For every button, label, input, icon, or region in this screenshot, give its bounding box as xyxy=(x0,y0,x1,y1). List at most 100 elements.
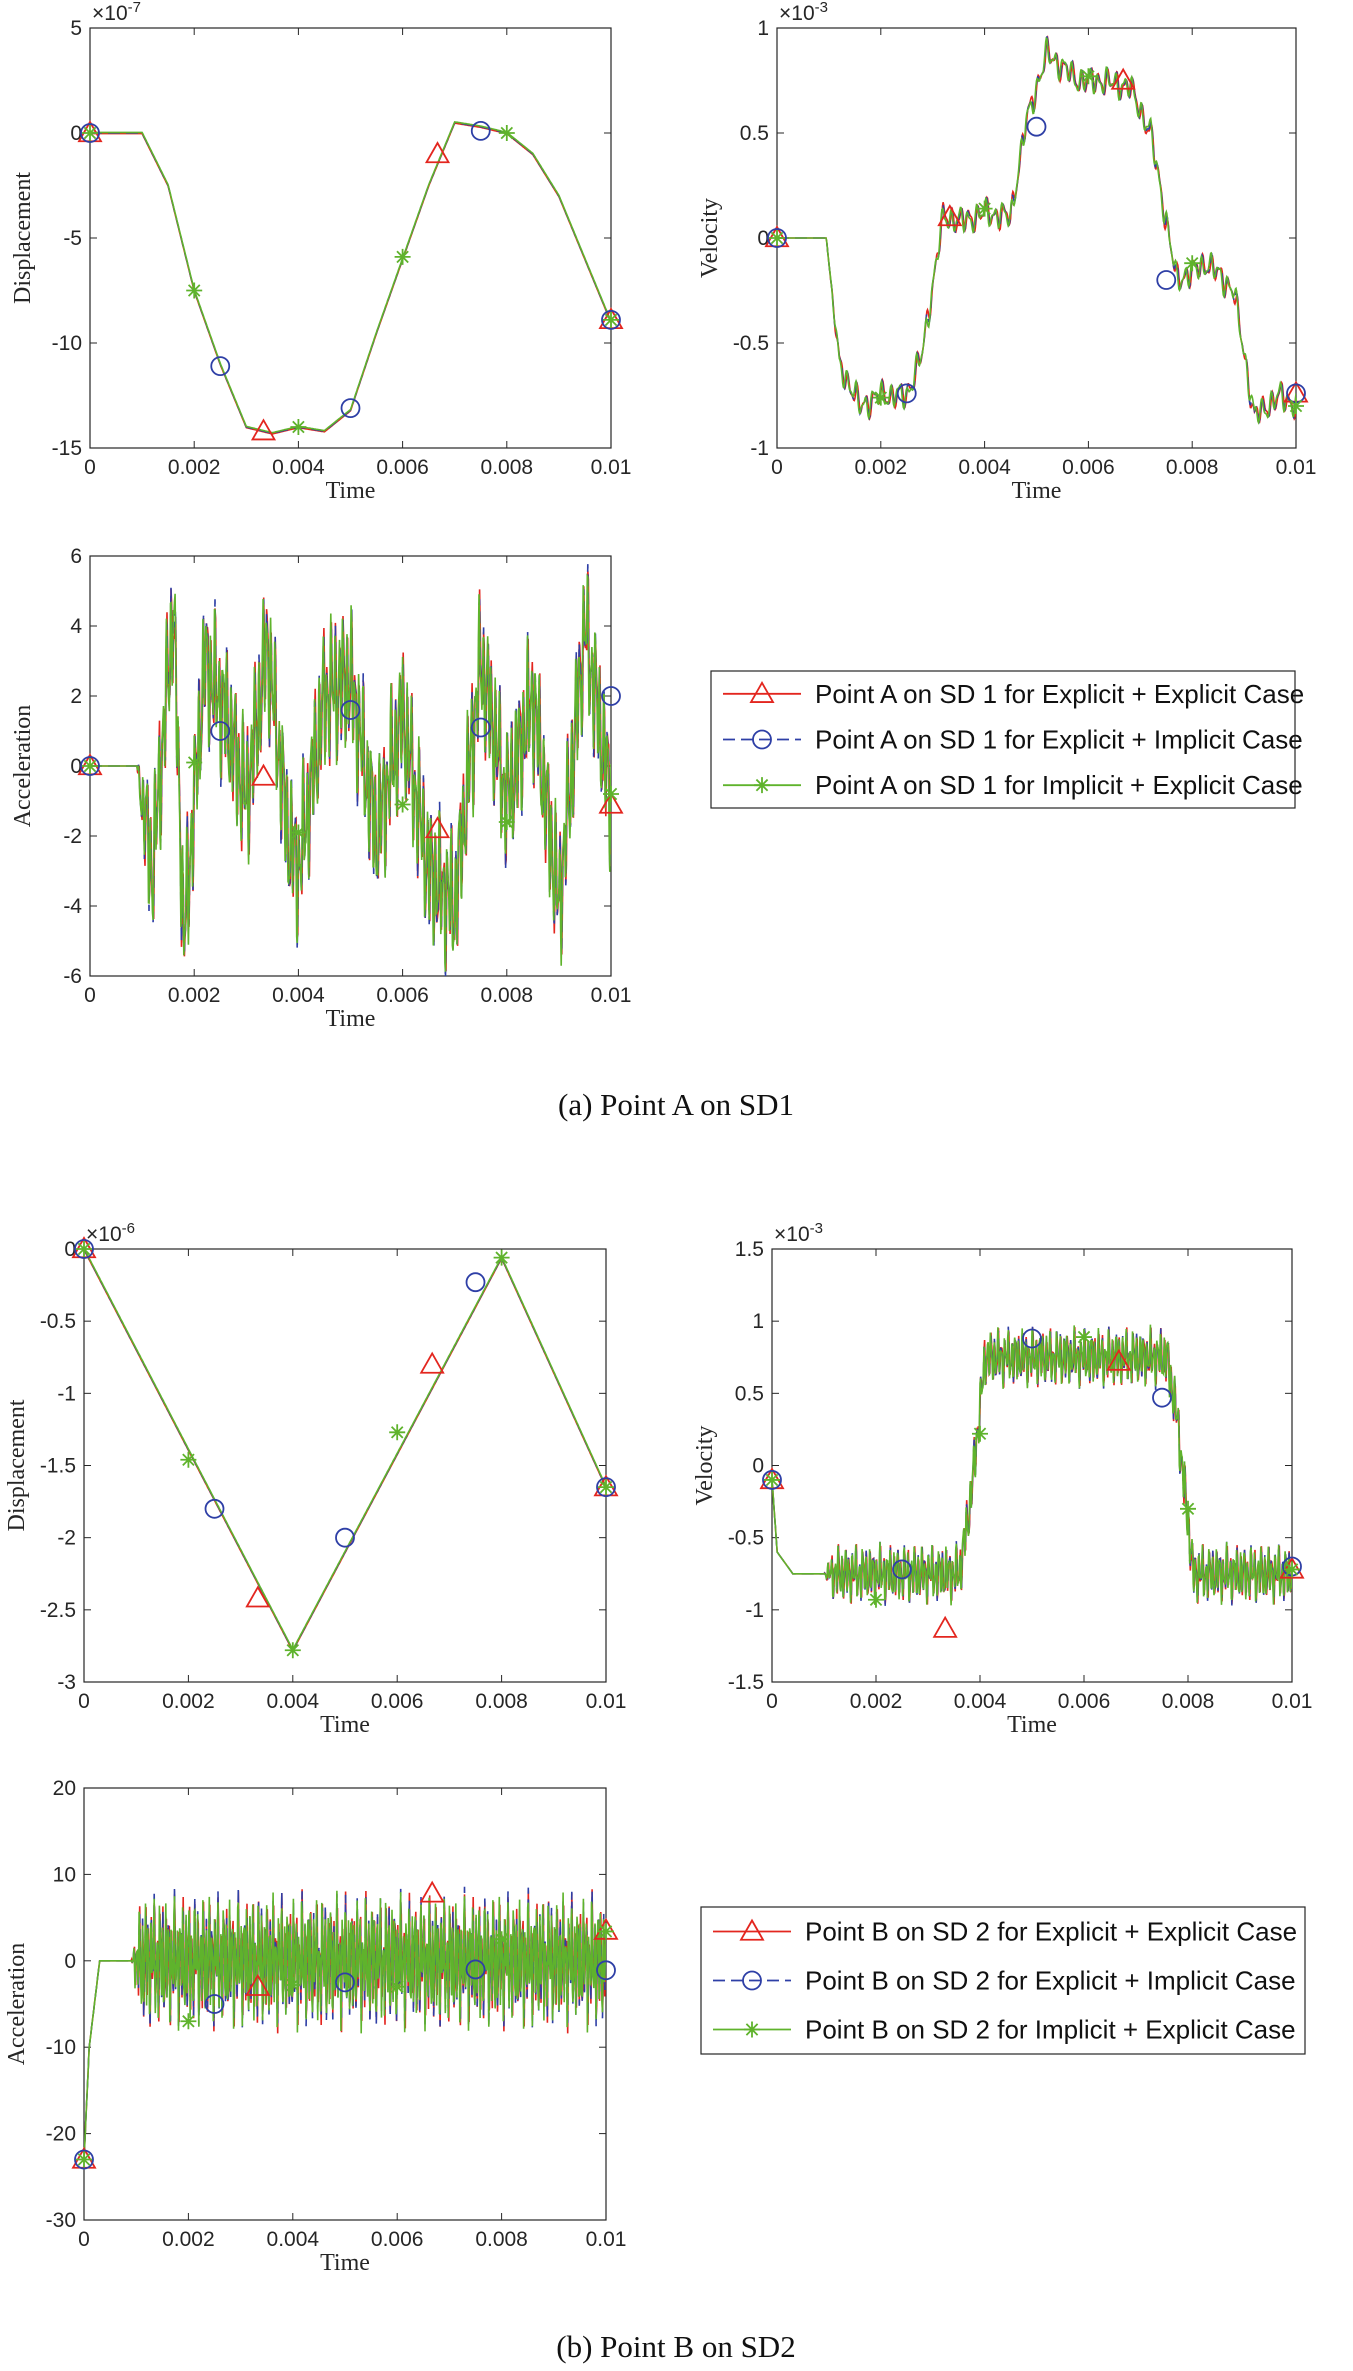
y-tick-label: -3 xyxy=(57,1671,76,1694)
x-tick-label: 0.008 xyxy=(475,2228,528,2251)
x-tick-label: 0.008 xyxy=(1166,456,1219,479)
y-tick-label: -2 xyxy=(57,1527,76,1550)
marker-implicit_explicit xyxy=(603,311,619,328)
marker-explicit_explicit xyxy=(424,816,451,839)
series-line-implicit_explicit xyxy=(90,573,611,972)
y-tick-label: -2.5 xyxy=(40,1599,76,1622)
y-tick-label: -5 xyxy=(63,227,82,250)
marker-explicit_implicit xyxy=(596,1960,616,1981)
x-tick-label: 0.006 xyxy=(376,984,429,1007)
y-axis-label: Velocity xyxy=(692,1426,718,1506)
y-tick-label: 0 xyxy=(70,755,82,778)
chart-b_acc: 0 0.002 0.004 0.006 0.008 0.01 -30 -20 -10 0 10 20 T… xyxy=(4,1777,626,2276)
y-tick-label: 0 xyxy=(64,1950,76,1973)
marker-explicit_implicit xyxy=(596,1477,616,1498)
y-tick-label: 4 xyxy=(70,615,82,638)
y-tick-label: 0.5 xyxy=(735,1382,764,1405)
x-axis-label: Time xyxy=(320,1712,370,1738)
y-axis-label: Acceleration xyxy=(10,705,36,828)
x-axis-label: Time xyxy=(1007,1712,1057,1738)
marker-implicit_explicit xyxy=(186,754,203,771)
x-tick-label: 0.002 xyxy=(850,1690,903,1713)
marker-explicit_implicit xyxy=(204,1498,225,1519)
x-tick-label: 0 xyxy=(78,1690,90,1713)
legend-a: Point A on SD 1 for Explicit + Explicit … xyxy=(710,670,1304,809)
marker-explicit_explicit xyxy=(932,1615,958,1638)
marker-implicit_explicit xyxy=(389,1978,406,1995)
marker-explicit_implicit xyxy=(470,717,491,738)
marker-explicit_explicit xyxy=(419,1351,445,1374)
x-tick-label: 0 xyxy=(766,1690,778,1713)
y-tick-label: 2 xyxy=(70,685,82,708)
x-tick-label: 0.006 xyxy=(371,2228,424,2251)
marker-explicit_implicit xyxy=(210,721,231,741)
marker-implicit_explicit xyxy=(868,1591,884,1608)
legend-label: Point A on SD 1 for Explicit + Implicit … xyxy=(815,725,1303,755)
marker-implicit_explicit xyxy=(180,1451,197,1468)
marker-explicit_implicit xyxy=(892,1559,912,1580)
marker-explicit_explicit xyxy=(250,763,277,786)
x-axis-label: Time xyxy=(1012,478,1062,504)
marker-explicit_implicit xyxy=(80,123,100,143)
x-tick-label: 0.006 xyxy=(1062,456,1115,479)
marker-explicit_implicit xyxy=(465,1272,486,1293)
x-axis-label: Time xyxy=(320,2250,370,2276)
y-tick-label: -1 xyxy=(745,1599,764,1622)
plot-area xyxy=(90,564,611,976)
axis-exponent: ×10-3 xyxy=(774,1220,823,1246)
plot-area xyxy=(772,1324,1292,1606)
y-tick-label: -15 xyxy=(52,437,82,460)
x-tick-label: 0.01 xyxy=(591,984,632,1007)
x-tick-label: 0 xyxy=(771,456,783,479)
y-tick-label: 0 xyxy=(752,1455,764,1478)
marker-implicit_explicit xyxy=(290,419,307,435)
marker-implicit_explicit xyxy=(598,1923,614,1940)
marker-implicit_explicit xyxy=(180,2013,197,2030)
x-tick-label: 0.008 xyxy=(481,984,534,1007)
series-line-implicit_explicit xyxy=(90,121,611,434)
marker-explicit_implicit xyxy=(470,120,491,141)
y-axis-label: Velocity xyxy=(697,198,723,278)
y-tick-label: -30 xyxy=(46,2209,76,2232)
x-tick-label: 0.004 xyxy=(272,984,325,1007)
y-tick-label: -20 xyxy=(46,2123,76,2146)
y-tick-label: -1.5 xyxy=(728,1671,764,1694)
y-tick-label: 0 xyxy=(64,1238,76,1261)
plot-frame xyxy=(89,27,612,449)
marker-explicit_implicit xyxy=(335,1527,355,1548)
marker-implicit_explicit xyxy=(1076,1329,1092,1346)
y-tick-label: 6 xyxy=(70,545,82,568)
y-tick-label: 1 xyxy=(757,17,769,40)
marker-explicit_implicit xyxy=(80,756,100,776)
y-tick-label: -4 xyxy=(63,895,82,918)
series-line-implicit_explicit xyxy=(777,36,1296,425)
y-tick-label: -0.5 xyxy=(733,332,769,355)
y-tick-label: -10 xyxy=(52,332,82,355)
legend-marker-explicit_implicit xyxy=(752,729,772,750)
x-tick-label: 0.006 xyxy=(376,456,429,479)
x-tick-label: 0.002 xyxy=(168,456,221,479)
marker-explicit_explicit xyxy=(1106,1348,1132,1371)
legend-label: Point B on SD 2 for Implicit + Explicit … xyxy=(805,2015,1296,2045)
marker-implicit_explicit xyxy=(76,2151,92,2168)
plot-frame xyxy=(83,1787,607,2221)
y-tick-label: -6 xyxy=(63,965,82,988)
marker-implicit_explicit xyxy=(493,1931,510,1948)
y-tick-label: -1.5 xyxy=(40,1455,76,1478)
marker-explicit_explicit xyxy=(1110,67,1136,90)
marker-implicit_explicit xyxy=(394,796,411,813)
marker-explicit_implicit xyxy=(1152,1387,1172,1408)
marker-explicit_implicit xyxy=(1022,1328,1042,1349)
marker-explicit_implicit xyxy=(74,1239,94,1259)
y-tick-label: 0 xyxy=(70,122,82,145)
y-tick-label: 10 xyxy=(53,1863,76,1886)
marker-implicit_explicit xyxy=(284,1976,301,1993)
marker-explicit_implicit xyxy=(896,383,917,404)
y-tick-label: 1.5 xyxy=(735,1238,764,1261)
marker-explicit_explicit xyxy=(1279,1556,1305,1579)
axis-exponent: ×10-7 xyxy=(92,0,141,25)
marker-explicit_implicit xyxy=(767,228,787,248)
marker-implicit_explicit xyxy=(76,1241,92,1257)
x-tick-label: 0.008 xyxy=(481,456,534,479)
x-tick-label: 0.01 xyxy=(1276,456,1317,479)
